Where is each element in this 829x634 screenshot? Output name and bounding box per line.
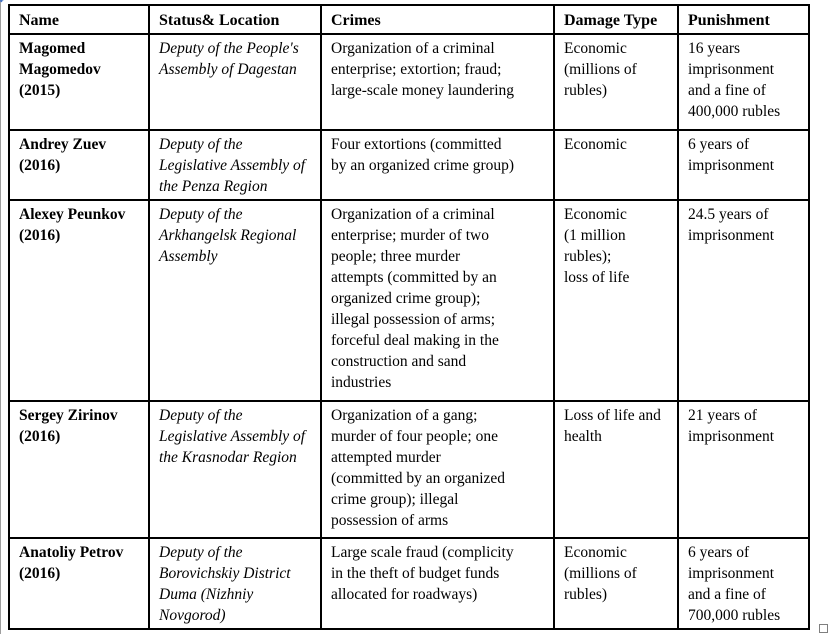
cell-damage-type[interactable]: Economic (1 million rubles); loss of lif… — [553, 199, 679, 402]
cell-crimes[interactable]: Organization of a gang; murder of four p… — [320, 400, 555, 539]
cell-name[interactable]: Alexey Peunkov (2016) — [8, 199, 150, 402]
cell-punishment[interactable]: 6 years of imprisonment and a fine of 70… — [677, 537, 810, 630]
cell-damage-type[interactable]: Economic (millions of rubles) — [553, 33, 679, 131]
cell-damage-type[interactable]: Loss of life and health — [553, 400, 679, 539]
cell-name[interactable]: Andrey Zuev (2016) — [8, 129, 150, 201]
column-header-name[interactable]: Name — [8, 4, 150, 35]
cell-status-location[interactable]: Deputy of the Arkhangelsk Regional Assem… — [148, 199, 322, 402]
column-header-crimes[interactable]: Crimes — [320, 4, 555, 35]
table-resize-handle[interactable] — [819, 624, 828, 633]
column-header-status-location[interactable]: Status& Location — [148, 4, 322, 35]
column-header-punishment[interactable]: Punishment — [677, 4, 810, 35]
cell-punishment[interactable]: 21 years of imprisonment — [677, 400, 810, 539]
cell-name[interactable]: Anatoliy Petrov (2016) — [8, 537, 150, 630]
cell-status-location[interactable]: Deputy of the People's Assembly of Dages… — [148, 33, 322, 131]
column-header-damage-type[interactable]: Damage Type — [553, 4, 679, 35]
table-row: Andrey Zuev (2016) Deputy of the Legisla… — [8, 129, 810, 201]
cell-punishment[interactable]: 16 years imprisonment and a fine of 400,… — [677, 33, 810, 131]
table-row: Magomed Magomedov (2015) Deputy of the P… — [8, 33, 810, 131]
cell-status-location[interactable]: Deputy of the Borovichskiy District Duma… — [148, 537, 322, 630]
table-row: Anatoliy Petrov (2016) Deputy of the Bor… — [8, 537, 810, 630]
cell-crimes[interactable]: Organization of a criminal enterprise; e… — [320, 33, 555, 131]
cell-crimes[interactable]: Four extortions (committed by an organiz… — [320, 129, 555, 201]
cell-crimes[interactable]: Large scale fraud (complicity in the the… — [320, 537, 555, 630]
cell-damage-type[interactable]: Economic — [553, 129, 679, 201]
deputies-convictions-table: Name Status& Location Crimes Damage Type… — [8, 4, 810, 630]
cell-punishment[interactable]: 6 years of imprisonment — [677, 129, 810, 201]
cell-status-location[interactable]: Deputy of the Legislative Assembly of th… — [148, 400, 322, 539]
cell-name[interactable]: Sergey Zirinov (2016) — [8, 400, 150, 539]
cell-damage-type[interactable]: Economic (millions of rubles) — [553, 537, 679, 630]
cell-name[interactable]: Magomed Magomedov (2015) — [8, 33, 150, 131]
cell-status-location[interactable]: Deputy of the Legislative Assembly of th… — [148, 129, 322, 201]
table-move-handle-icon[interactable]: ✥ — [0, 0, 9, 8]
table-header-row: Name Status& Location Crimes Damage Type… — [8, 4, 810, 35]
table-row: Sergey Zirinov (2016) Deputy of the Legi… — [8, 400, 810, 539]
document-edge-line — [0, 0, 1, 634]
cell-punishment[interactable]: 24.5 years of imprisonment — [677, 199, 810, 402]
cell-crimes[interactable]: Organization of a criminal enterprise; m… — [320, 199, 555, 402]
table-row: Alexey Peunkov (2016) Deputy of the Arkh… — [8, 199, 810, 402]
